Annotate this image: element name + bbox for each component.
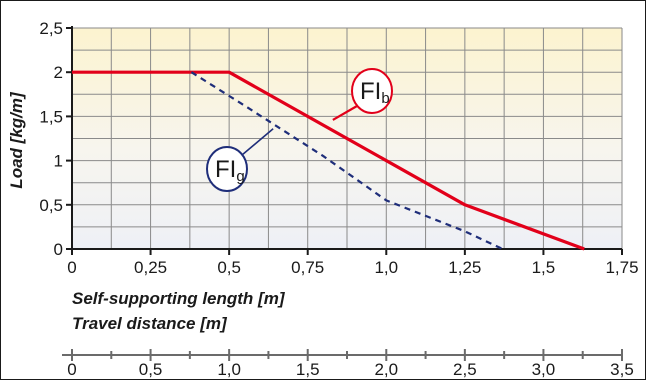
x2-tick-label: 1,0 (217, 360, 241, 379)
x-tick-label: 1,5 (532, 258, 556, 277)
badge-leader-g (241, 128, 274, 156)
x2-tick-label: 0,5 (139, 360, 163, 379)
x-tick-label: 0,25 (134, 258, 167, 277)
x-tick-labels: 0 0,25 0,5 0,75 1,0 1,25 1,5 1,75 (67, 258, 638, 277)
x2-tick-label: 2,5 (453, 360, 477, 379)
secondary-axis (62, 349, 623, 361)
x-tick-label: 1,75 (605, 258, 638, 277)
x-tick-label: 1,0 (374, 258, 398, 277)
x-tick-label: 0,75 (291, 258, 324, 277)
badge-subscript-g: g (236, 168, 244, 185)
x2-tick-label: 0 (67, 360, 76, 379)
x2-tick-labels: 0 0,5 1,0 1,5 2,0 2,5 3,0 3,5 (67, 360, 634, 379)
y-tick-labels: 0 0,5 1 1,5 2 2,5 (39, 19, 63, 259)
x-tick-label: 0,5 (217, 258, 241, 277)
y-axis-title: Load [kg/m] (7, 91, 26, 189)
x2-tick-label: 2,0 (374, 360, 398, 379)
x2-tick-label: 3,0 (532, 360, 556, 379)
y-tick-label: 1,5 (39, 107, 63, 126)
y-tick-label: 2,5 (39, 19, 63, 38)
series-line-g (190, 71, 504, 250)
y-tick-label: 0 (54, 240, 63, 259)
y-tick-label: 1 (54, 152, 63, 171)
badge-subscript-b: b (381, 90, 389, 107)
x2-axis-title: Travel distance [m] (72, 314, 228, 333)
x-tick-label: 1,25 (448, 258, 481, 277)
badge-circle-g (206, 146, 248, 192)
series-lines (72, 70, 585, 251)
x-tick-label: 0 (67, 258, 76, 277)
axes (66, 26, 623, 255)
y-tick-label: 0,5 (39, 196, 63, 215)
badge-leader-b (332, 105, 358, 121)
badge-circle-b (351, 68, 393, 114)
x2-tick-label: 1,5 (296, 360, 320, 379)
series-line-b (72, 70, 585, 251)
x2-tick-label: 3,5 (610, 360, 634, 379)
y-tick-label: 2 (54, 63, 63, 82)
x-axis-title: Self-supporting length [m] (72, 289, 286, 308)
